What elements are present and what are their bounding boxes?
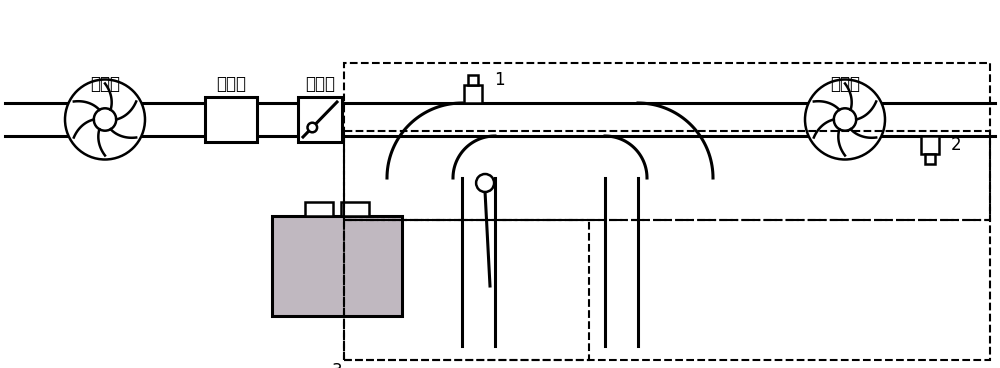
Circle shape bbox=[308, 123, 317, 132]
Bar bbox=[468, 75, 478, 85]
Text: 浡轮机: 浡轮机 bbox=[830, 75, 860, 93]
Bar bbox=[344, 63, 990, 220]
Bar bbox=[341, 202, 369, 216]
Bar bbox=[272, 216, 402, 316]
Text: 3: 3 bbox=[332, 362, 342, 368]
Bar bbox=[205, 97, 257, 142]
Text: ECU: ECU bbox=[314, 256, 360, 276]
Text: 中冷器: 中冷器 bbox=[216, 75, 246, 93]
Bar bbox=[298, 97, 342, 142]
Text: 压气机: 压气机 bbox=[90, 75, 120, 93]
Circle shape bbox=[476, 174, 494, 192]
Bar bbox=[464, 85, 482, 103]
Circle shape bbox=[834, 108, 856, 131]
Bar bbox=[921, 136, 939, 154]
Text: 1: 1 bbox=[494, 71, 505, 89]
Text: 2: 2 bbox=[951, 136, 962, 154]
Bar bbox=[305, 202, 333, 216]
Circle shape bbox=[805, 79, 885, 159]
Bar bbox=[925, 154, 935, 164]
Circle shape bbox=[94, 108, 116, 131]
Bar bbox=[344, 131, 990, 360]
Bar bbox=[344, 220, 589, 360]
Text: 节气门: 节气门 bbox=[305, 75, 335, 93]
Circle shape bbox=[65, 79, 145, 159]
Bar bbox=[495, 178, 605, 346]
